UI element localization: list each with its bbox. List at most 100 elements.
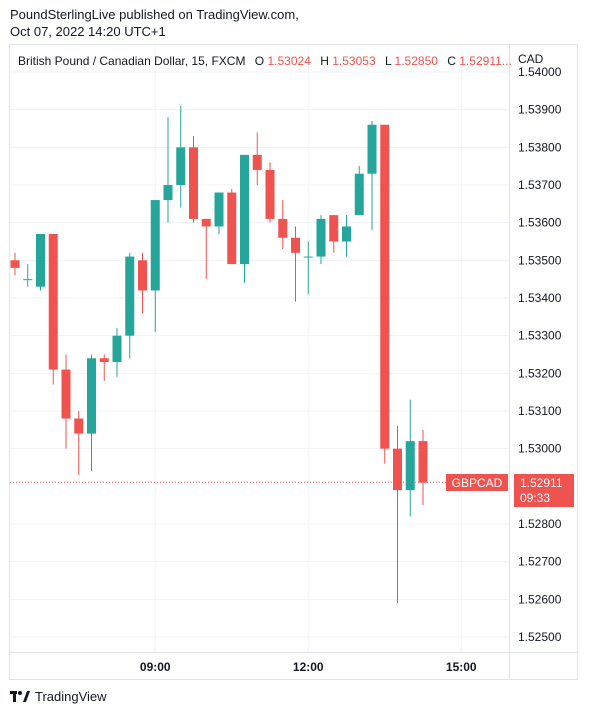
candle-body <box>163 185 173 201</box>
candle <box>112 328 122 378</box>
candle-body <box>329 215 339 242</box>
candle-body <box>303 256 313 258</box>
candle-body <box>74 418 84 434</box>
candle-body <box>201 218 211 227</box>
candle-body <box>189 147 198 219</box>
symbol-tag-bg <box>446 474 508 491</box>
x-tick-label: 15:00 <box>446 660 477 674</box>
candle <box>10 252 20 276</box>
y-tick-label: 1.53500 <box>518 253 562 267</box>
candles <box>10 105 428 604</box>
candle <box>227 188 237 265</box>
candle <box>354 166 364 216</box>
candle-body <box>393 448 402 491</box>
low-label: L <box>385 54 392 68</box>
candle <box>316 215 326 265</box>
candle-body <box>240 154 249 265</box>
x-tick-label: 12:00 <box>293 660 324 674</box>
brand-name: TradingView <box>35 689 107 704</box>
candle <box>48 233 58 385</box>
chart-frame: 1.54000 1.53900 1.53800 1.53700 1.53600 1.535… <box>9 44 578 680</box>
candle <box>291 226 300 302</box>
candle <box>201 218 211 280</box>
publisher-line: PoundSterlingLive published on TradingVi… <box>10 7 299 22</box>
y-tick-label: 1.53900 <box>518 103 562 117</box>
y-tick-label: 1.53300 <box>518 329 562 343</box>
publisher-header: PoundSterlingLive published on TradingVi… <box>10 6 299 40</box>
candlestick-chart[interactable]: 1.54000 1.53900 1.53800 1.53700 1.53600 1.535… <box>10 45 577 679</box>
candle-body <box>99 358 109 363</box>
candle-body <box>418 441 428 483</box>
candle-body <box>23 279 33 281</box>
bar-countdown: 09:33 <box>520 491 550 505</box>
y-tick-label: 1.53400 <box>518 291 562 305</box>
candle-body <box>252 154 262 170</box>
candle-body <box>138 260 147 291</box>
candle <box>176 105 186 208</box>
y-tick-label: 1.52500 <box>518 630 562 644</box>
candle <box>252 132 262 185</box>
candle-body <box>342 226 351 242</box>
candle <box>74 411 84 476</box>
candle-body <box>367 124 377 174</box>
candle <box>380 124 390 464</box>
candle <box>214 192 224 234</box>
candle-body <box>354 173 364 216</box>
candle-body <box>10 260 20 268</box>
candle <box>189 136 198 223</box>
y-tick-label: 1.53800 <box>518 140 562 154</box>
candle-body <box>227 192 237 265</box>
candle-body <box>316 218 326 257</box>
y-tick-label: 1.52600 <box>518 592 562 606</box>
candle-body <box>176 147 186 185</box>
candle <box>405 399 415 517</box>
candle-body <box>61 369 71 419</box>
open-value: 1.53024 <box>267 54 311 68</box>
candle-body <box>214 192 224 227</box>
price-tags: GBPCAD 1.52911 09:33 <box>446 474 574 507</box>
y-tick-label: 1.53700 <box>518 178 562 192</box>
candle <box>138 252 147 314</box>
candle <box>61 354 71 449</box>
candle <box>23 264 33 287</box>
candle-body <box>291 237 300 253</box>
candle-body <box>112 335 122 363</box>
candle-body <box>265 169 275 219</box>
y-tick-label: 1.53100 <box>518 404 562 418</box>
candle <box>163 117 173 223</box>
symbol-tag: GBPCAD <box>452 476 503 490</box>
candle <box>99 354 109 381</box>
candle <box>329 215 339 253</box>
last-price-tag-bg <box>514 474 574 507</box>
candle <box>36 233 45 291</box>
candle <box>303 241 313 295</box>
footer: TradingView <box>10 689 107 704</box>
candle <box>87 354 96 472</box>
candle-body <box>405 441 415 491</box>
candle-body <box>87 358 96 434</box>
candle <box>278 200 288 250</box>
y-tick-label: 1.52800 <box>518 517 562 531</box>
candle-body <box>380 124 390 449</box>
close-value: 1.52911... <box>459 54 512 68</box>
open-label: O <box>255 54 264 68</box>
high-label: H <box>320 54 329 68</box>
currency-label: CAD <box>518 52 544 66</box>
last-price-label: 1.52911 <box>520 476 563 490</box>
candle <box>418 429 428 506</box>
high-value: 1.53053 <box>332 54 376 68</box>
y-tick-label: 1.53000 <box>518 442 562 456</box>
close-label: C <box>447 54 456 68</box>
candle <box>240 154 249 283</box>
candle <box>367 120 377 231</box>
candle-body <box>36 233 45 287</box>
axes: 1.54000 1.53900 1.53800 1.53700 1.53600 1.535… <box>10 45 577 679</box>
candle <box>125 252 135 359</box>
candle-body <box>278 218 288 238</box>
publish-date: Oct 07, 2022 14:20 UTC+1 <box>10 24 166 39</box>
y-tick-label: 1.52700 <box>518 555 562 569</box>
candle-body <box>125 256 135 336</box>
candle <box>265 162 275 223</box>
x-tick-label: 09:00 <box>140 660 171 674</box>
y-tick-label: 1.53200 <box>518 366 562 380</box>
